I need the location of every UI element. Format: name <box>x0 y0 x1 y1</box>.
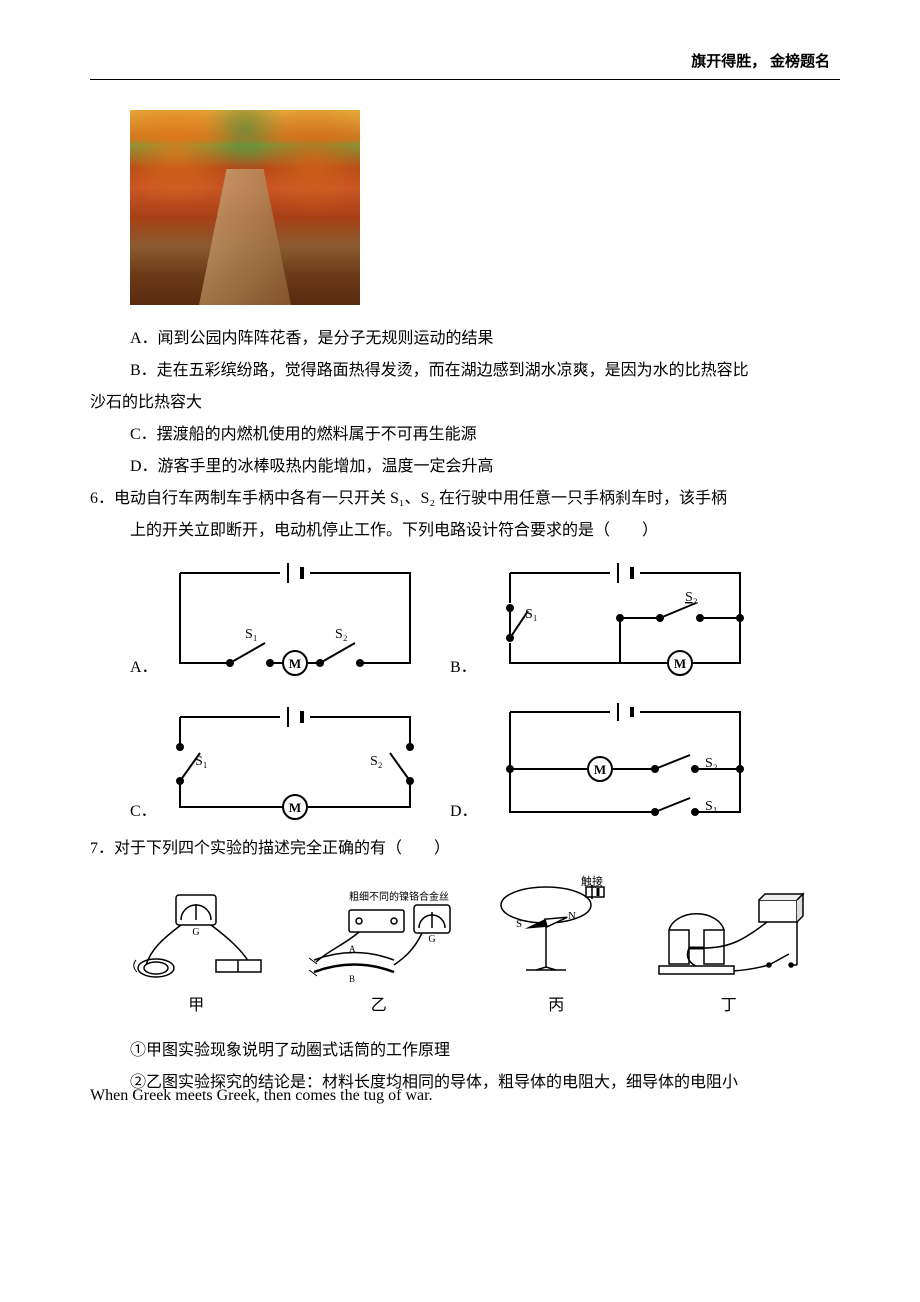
q7-label-ding: 丁 <box>721 991 737 1015</box>
q6-circuit-c: S₁ S₂ M <box>160 697 450 827</box>
m-label: M <box>289 656 301 671</box>
s2-label-c: S₂ <box>370 754 383 769</box>
s1-label: S₁ <box>245 627 258 642</box>
m-label-d: M <box>594 762 606 777</box>
page: 旗开得胜， 金榜题名 A．闻到公园内阵阵花香，是分子无规则运动的结果 B．走在五… <box>0 0 920 1139</box>
s2-label: S₂ <box>335 627 348 642</box>
svg-text:B: B <box>349 974 355 984</box>
park-photo <box>130 110 360 305</box>
svg-text:G: G <box>428 934 435 945</box>
header-rule <box>90 79 840 80</box>
s2-label-d: S₂ <box>705 756 718 771</box>
q5-option-d: D．游客手里的冰棒吸热内能增加，温度一定会升高 <box>130 451 840 483</box>
q7-fig-bing: 触接 S N <box>486 875 626 1015</box>
s1-label-b: S₁ <box>525 607 538 622</box>
page-header-motto: 旗开得胜， 金榜题名 <box>90 50 840 71</box>
q6-label-d: D． <box>450 797 490 827</box>
m-label-c: M <box>289 800 301 815</box>
q7-label-yi: 乙 <box>371 991 387 1015</box>
m-label-b: M <box>674 656 686 671</box>
svg-text:A: A <box>349 944 356 954</box>
q6-label-a: A． <box>130 653 160 683</box>
q6-stem-line2: 上的开关立即断开，电动机停止工作。下列电路设计符合要求的是（ ） <box>130 515 840 547</box>
q5-option-b-line2: 沙石的比热容大 <box>90 387 840 419</box>
q5-option-c: C．摆渡船的内燃机使用的燃料属于不可再生能源 <box>130 419 840 451</box>
s2-label-b: S₂ <box>685 590 698 605</box>
q6-circuit-d: M S₂ S₁ <box>490 697 780 827</box>
q7-fig-jia: G 甲 <box>121 890 271 1015</box>
q7-figure-row: G 甲 粗细不同的镍铬合金丝 <box>110 875 820 1015</box>
svg-text:G: G <box>193 927 200 938</box>
q7-anno-yi: 粗细不同的镍铬合金丝 <box>349 890 449 903</box>
compass-n: N <box>568 910 576 922</box>
q6-stem-line1: 6．电动自行车两制车手柄中各有一只开关 S₁、S₂ 在行驶中用任意一只手柄刹车时… <box>90 483 840 515</box>
compass-s: S <box>516 918 522 930</box>
q7-label-jia: 甲 <box>188 991 204 1015</box>
q5-option-a: A．闻到公园内阵阵花香，是分子无规则运动的结果 <box>130 323 840 355</box>
q6-circuit-grid: A． <box>130 553 840 827</box>
q7-label-bing: 丙 <box>548 991 564 1015</box>
q6-label-c: C． <box>130 797 160 827</box>
q6-circuit-b: S₁ S₂ M <box>490 553 780 683</box>
q6-label-b: B． <box>450 653 490 683</box>
footer-quote: When Greek meets Greek, then comes the t… <box>90 1087 433 1105</box>
q7-opt1: ①甲图实验现象说明了动圈式话筒的工作原理 <box>130 1035 840 1067</box>
q6-circuit-a: S₁ S₂ M <box>160 553 450 683</box>
q7-stem: 7．对于下列四个实验的描述完全正确的有（ ） <box>90 833 840 865</box>
s1-label-c: S₁ <box>195 754 208 769</box>
q7-fig-yi: 粗细不同的镍铬合金丝 G A B <box>294 890 464 1015</box>
q7-fig-ding: 丁 <box>649 890 809 1015</box>
s1-label-d: S₁ <box>705 799 718 814</box>
q5-option-b-line1: B．走在五彩缤纷路，觉得路面热得发烫，而在湖边感到湖水凉爽，是因为水的比热容比 <box>130 355 840 387</box>
